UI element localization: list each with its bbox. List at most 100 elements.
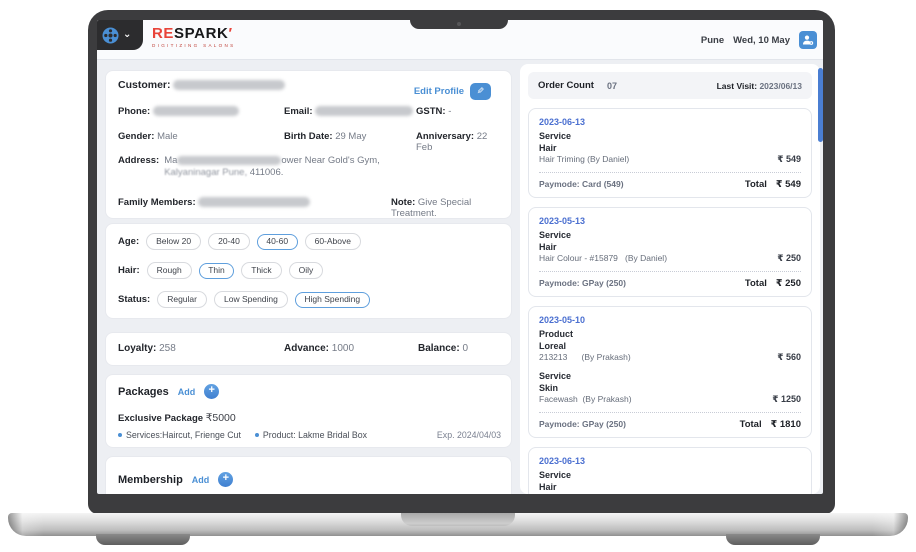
order-item: Hair Triming (By Daniel) ₹ 549 [539,154,801,164]
user-settings-button[interactable] [799,31,817,49]
plus-icon: + [222,472,230,484]
user-settings-icon [803,35,814,45]
customer-label: Customer: [118,79,171,91]
age-chip-20-40[interactable]: 20-40 [208,233,250,250]
anniversary-label: Anniversary: [416,131,475,142]
loyalty-label: Loyalty: [118,343,157,354]
note-value: Give Special Treatment. [391,197,472,219]
hair-chip-oily[interactable]: Oily [288,262,324,279]
age-chip-60-above[interactable]: 60-Above [304,233,361,250]
age-chip-below-20[interactable]: Below 20 [146,233,202,250]
age-label: Age: [118,236,140,247]
birth-date-label: Birth Date: [284,131,333,142]
order-section-type: Service [539,230,572,240]
gstn-value: - [448,106,452,117]
order-section-type: Service [539,470,572,480]
balance-value: 0 [462,343,469,354]
status-label: Status: [118,294,151,305]
redacted-address [177,156,282,165]
birth-date-value: 29 May [335,131,367,142]
order-category: Skin [539,383,559,393]
order-item-price: ₹ 560 [777,352,801,362]
pencil-icon: ✎ [476,86,485,96]
package-name: Exclusive Package [118,413,204,424]
edit-profile-button[interactable]: ✎ [470,83,491,100]
salon-switcher[interactable]: ⌄ [97,20,143,50]
laptop-screen: ⌄ RESPARK′ DIGITIZING SALONS Pune Wed, 1… [97,20,823,494]
packages-title: Packages [118,385,169,398]
packages-add-button[interactable]: + [204,384,220,399]
order-date: 2023-06-13 [539,456,586,466]
chevron-down-icon: ⌄ [123,29,132,40]
bullet-dot [118,433,122,437]
order-section-type: Product [539,329,574,339]
status-chip-low-spending[interactable]: Low Spending [213,291,288,308]
order-count-label: Order Count [538,80,594,91]
note-label: Note: [391,197,416,208]
segments-card: Age: Below 20 20-40 40-60 60-Above Hair:… [105,223,512,319]
laptop-lid-notch [401,513,515,526]
orders-scrollbar-thumb[interactable] [818,68,823,142]
logo-re: RE [152,25,175,42]
order-card: 2023-06-13 Service Hair [528,447,812,494]
order-item-price: ₹ 1250 [772,394,801,404]
redacted-phone [152,106,239,116]
hair-chip-thick[interactable]: Thick [241,262,282,279]
status-chip-regular[interactable]: Regular [157,291,207,308]
hair-label: Hair: [118,265,140,276]
address-label: Address: [118,155,160,166]
orders-summary-bar: Order Count 07 Last Visit: 2023/06/13 [528,72,812,99]
advance-label: Advance: [284,343,330,354]
last-visit-value: 2023/06/13 [759,80,802,91]
order-category: Hair [539,143,557,153]
camera-dot [457,22,461,26]
bullet-dot [254,433,259,437]
order-section-type: Service [539,371,572,381]
edit-profile-link[interactable]: Edit Profile [413,86,464,97]
order-item-price: ₹ 549 [777,154,801,164]
redacted-family-members [198,197,311,207]
order-category: Loreal [539,341,567,351]
orders-panel: Order Count 07 Last Visit: 2023/06/13 20… [520,64,820,494]
plus-icon: + [208,384,215,396]
order-category: Hair [539,242,557,252]
gstn-label: GSTN: [416,106,446,117]
anniversary-value: 22 Feb [416,131,488,153]
order-paymode: Paymode: GPay (250) [539,419,626,429]
main-content: Customer: Edit Profile ✎ Phone: Email: G… [97,60,823,494]
redacted-email [315,106,414,116]
order-total: ₹ 549 [775,179,801,190]
laptop-frame: ⌄ RESPARK′ DIGITIZING SALONS Pune Wed, 1… [88,10,835,514]
respark-logo: RESPARK′ DIGITIZING SALONS [152,25,236,49]
logo-tagline: DIGITIZING SALONS [152,43,236,48]
balance-label: Balance: [418,343,460,354]
membership-title: Membership [118,473,183,486]
salon-avatar-icon [102,27,119,43]
age-chip-40-60[interactable]: 40-60 [256,233,298,250]
header-location: Pune [700,34,725,46]
membership-add-button[interactable]: + [218,472,234,487]
status-chip-high-spending[interactable]: High Spending [294,291,370,308]
order-total: ₹ 250 [775,278,801,289]
hair-chip-thin[interactable]: Thin [198,262,235,279]
order-date: 2023-05-10 [539,315,586,325]
laptop-foot [726,534,820,545]
gender-label: Gender: [118,131,155,142]
camera-notch [410,19,508,29]
packages-card: Packages Add + Exclusive Package ₹5000 S… [105,374,512,448]
hair-chip-rough[interactable]: Rough [146,262,192,279]
phone-label: Phone: [118,106,151,117]
order-date: 2023-05-13 [539,216,586,226]
loyalty-value: 258 [159,343,176,354]
packages-add-link[interactable]: Add [177,386,196,397]
order-card: 2023-05-10 Product Loreal 213213 (By Pra… [528,306,812,438]
address-value: Ma ower Near Gold's Gym, Kalyaninagar Pun… [164,155,380,178]
header-date: Wed, 10 May [733,34,790,46]
order-paymode: Paymode: Card (549) [539,179,624,189]
order-category: Hair [539,482,557,492]
membership-add-link[interactable]: Add [191,474,210,485]
advance-value: 1000 [331,343,355,354]
package-expiry: Exp. 2024/04/03 [436,430,501,440]
laptop-base [8,513,908,536]
email-label: Email: [284,106,313,117]
